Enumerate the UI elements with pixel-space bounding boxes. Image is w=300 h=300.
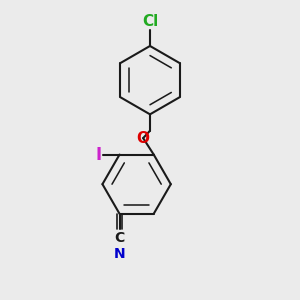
Text: C: C (114, 231, 125, 245)
Text: N: N (114, 247, 125, 261)
Text: O: O (136, 130, 149, 146)
Text: I: I (96, 146, 102, 164)
Text: Cl: Cl (142, 14, 158, 29)
